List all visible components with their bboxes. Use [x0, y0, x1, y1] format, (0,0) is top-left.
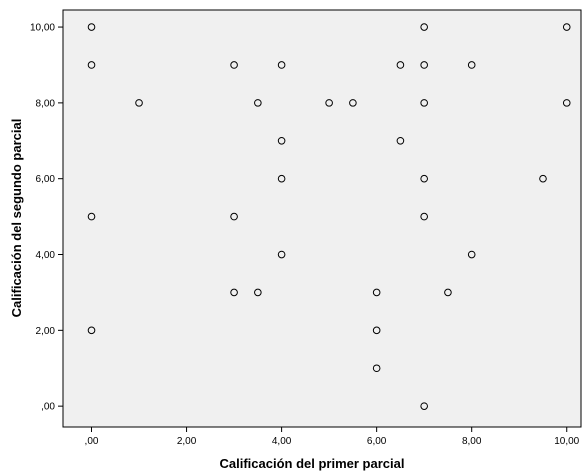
x-tick-label: 10,00 [554, 436, 579, 447]
data-point [539, 174, 547, 183]
data-point [254, 288, 262, 297]
x-axis-title: Calificación del primer parcial [220, 456, 405, 471]
data-point [325, 99, 333, 107]
data-point [254, 99, 262, 107]
data-point [420, 23, 428, 31]
data-point [420, 61, 428, 69]
data-point [87, 61, 96, 69]
data-point [230, 288, 238, 297]
data-point [372, 288, 381, 297]
data-point [372, 326, 381, 335]
data-point [87, 23, 96, 31]
data-point [420, 402, 428, 410]
data-point [420, 212, 428, 221]
data-point [396, 61, 405, 69]
y-tick-label: 2,00 [36, 326, 56, 337]
data-point [562, 99, 571, 107]
x-tick-label: 4,00 [272, 436, 292, 447]
data-point [87, 212, 96, 221]
y-tick-label: 6,00 [36, 174, 56, 185]
x-tick-label: ,00 [85, 436, 99, 447]
data-point [467, 61, 476, 69]
y-axis: ,00 2,00 4,00 6,00 8,00 10,00 [30, 23, 63, 413]
data-point [420, 99, 428, 107]
y-axis-title: Calificación del segundo parcial [9, 119, 24, 318]
data-point [349, 99, 357, 107]
x-tick-label: 6,00 [367, 436, 387, 447]
data-point [467, 250, 476, 259]
y-tick-label: ,00 [41, 402, 55, 413]
data-point [230, 61, 238, 69]
data-point [396, 136, 405, 145]
data-point [372, 364, 381, 373]
plot-area [62, 9, 582, 428]
data-point [87, 326, 96, 335]
y-tick-label: 4,00 [36, 250, 56, 261]
x-axis: ,00 2,00 4,00 6,00 8,00 10,00 [85, 427, 580, 447]
data-point [444, 288, 452, 297]
x-tick-label: 8,00 [462, 436, 482, 447]
x-tick-label: 2,00 [177, 436, 197, 447]
data-point [277, 61, 286, 69]
data-point [277, 250, 286, 259]
data-point [230, 212, 238, 221]
y-tick-label: 10,00 [30, 23, 55, 34]
y-tick-label: 8,00 [36, 98, 56, 109]
data-point [562, 23, 571, 31]
data-point [277, 174, 286, 183]
data-point [420, 174, 428, 183]
data-point [277, 136, 286, 145]
data-point [135, 99, 143, 107]
data-points [87, 23, 571, 410]
